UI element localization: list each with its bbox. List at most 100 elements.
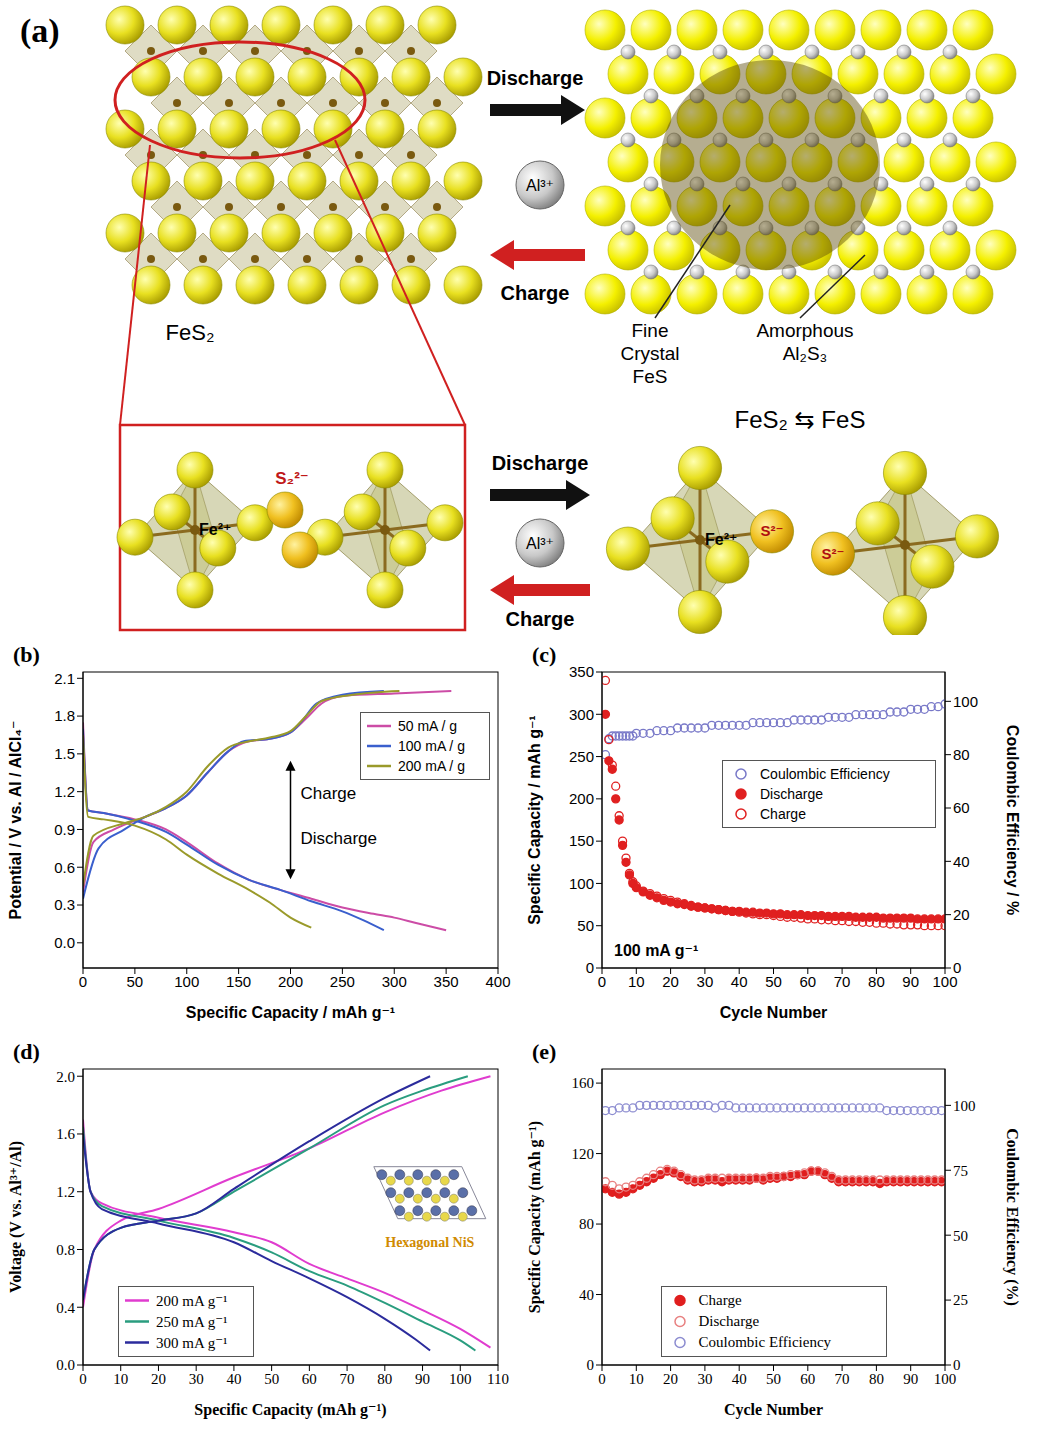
svg-text:S²⁻: S²⁻ bbox=[761, 522, 784, 539]
svg-text:Fine: Fine bbox=[632, 320, 669, 341]
svg-text:25: 25 bbox=[953, 1292, 968, 1308]
svg-text:0.3: 0.3 bbox=[54, 896, 75, 913]
svg-text:200: 200 bbox=[569, 790, 594, 807]
svg-text:Amorphous: Amorphous bbox=[756, 320, 853, 341]
svg-text:Voltage (V vs. Al³⁺/Al): Voltage (V vs. Al³⁺/Al) bbox=[7, 1141, 25, 1293]
svg-text:10: 10 bbox=[628, 973, 645, 990]
svg-text:0: 0 bbox=[953, 1357, 961, 1373]
svg-text:60: 60 bbox=[302, 1371, 317, 1387]
svg-text:1.5: 1.5 bbox=[54, 745, 75, 762]
svg-text:75: 75 bbox=[953, 1163, 968, 1179]
svg-text:1.8: 1.8 bbox=[54, 707, 75, 724]
svg-text:(a): (a) bbox=[20, 12, 60, 50]
svg-text:50: 50 bbox=[765, 973, 782, 990]
svg-text:90: 90 bbox=[903, 1371, 918, 1387]
svg-text:40: 40 bbox=[579, 1287, 594, 1303]
svg-text:FeS₂ ⇆ FeS: FeS₂ ⇆ FeS bbox=[735, 406, 866, 433]
svg-text:0: 0 bbox=[79, 973, 87, 990]
svg-text:90: 90 bbox=[415, 1371, 430, 1387]
svg-text:Discharge: Discharge bbox=[301, 829, 378, 848]
svg-text:0: 0 bbox=[953, 959, 961, 976]
svg-text:300: 300 bbox=[382, 973, 407, 990]
svg-text:Fe²⁺: Fe²⁺ bbox=[199, 521, 231, 538]
svg-text:0: 0 bbox=[79, 1371, 87, 1387]
svg-text:Charge: Charge bbox=[501, 282, 570, 304]
svg-text:50: 50 bbox=[127, 973, 144, 990]
svg-text:50: 50 bbox=[264, 1371, 279, 1387]
svg-text:80: 80 bbox=[868, 973, 885, 990]
svg-text:60: 60 bbox=[799, 973, 816, 990]
svg-text:70: 70 bbox=[340, 1371, 355, 1387]
svg-text:100: 100 bbox=[953, 1098, 976, 1114]
svg-text:Fe²⁺: Fe²⁺ bbox=[705, 531, 737, 548]
svg-text:Charge: Charge bbox=[506, 608, 575, 630]
svg-text:0.0: 0.0 bbox=[54, 934, 75, 951]
svg-text:FeS₂: FeS₂ bbox=[166, 320, 215, 345]
svg-text:20: 20 bbox=[662, 973, 679, 990]
svg-text:10: 10 bbox=[629, 1371, 644, 1387]
svg-text:Cycle Number: Cycle Number bbox=[720, 1004, 828, 1021]
svg-text:50: 50 bbox=[766, 1371, 781, 1387]
svg-text:S²⁻: S²⁻ bbox=[822, 545, 845, 562]
svg-text:150: 150 bbox=[226, 973, 251, 990]
svg-text:Discharge: Discharge bbox=[492, 452, 589, 474]
svg-text:Hexagonal NiS: Hexagonal NiS bbox=[385, 1235, 474, 1250]
svg-text:250: 250 bbox=[569, 748, 594, 765]
svg-text:50: 50 bbox=[953, 1228, 968, 1244]
svg-text:300: 300 bbox=[569, 706, 594, 723]
svg-text:2.0: 2.0 bbox=[56, 1069, 75, 1085]
svg-text:150: 150 bbox=[569, 832, 594, 849]
svg-text:Cycle Number: Cycle Number bbox=[724, 1401, 823, 1419]
svg-text:0.4: 0.4 bbox=[56, 1300, 75, 1316]
svg-text:1.6: 1.6 bbox=[56, 1126, 75, 1142]
svg-text:2.1: 2.1 bbox=[54, 670, 75, 687]
svg-text:Specific Capacity (mAh g⁻¹): Specific Capacity (mAh g⁻¹) bbox=[526, 1121, 544, 1313]
svg-text:80: 80 bbox=[377, 1371, 392, 1387]
svg-text:0: 0 bbox=[587, 1357, 595, 1373]
svg-text:200: 200 bbox=[278, 973, 303, 990]
svg-text:0: 0 bbox=[586, 959, 594, 976]
svg-text:Al³⁺: Al³⁺ bbox=[526, 535, 554, 552]
svg-text:100: 100 bbox=[569, 875, 594, 892]
svg-text:1.2: 1.2 bbox=[56, 1184, 75, 1200]
svg-text:0.9: 0.9 bbox=[54, 821, 75, 838]
svg-text:50: 50 bbox=[577, 917, 594, 934]
svg-text:100 mA g⁻¹: 100 mA g⁻¹ bbox=[614, 942, 698, 959]
svg-text:Crystal: Crystal bbox=[620, 343, 679, 364]
svg-text:40: 40 bbox=[731, 973, 748, 990]
svg-text:0: 0 bbox=[598, 973, 606, 990]
svg-text:10: 10 bbox=[113, 1371, 128, 1387]
svg-text:60: 60 bbox=[953, 799, 970, 816]
svg-text:110: 110 bbox=[487, 1371, 509, 1387]
svg-text:Specific Capacity / mAh g⁻¹: Specific Capacity / mAh g⁻¹ bbox=[186, 1004, 395, 1021]
svg-text:Specific Capacity (mAh g⁻¹): Specific Capacity (mAh g⁻¹) bbox=[194, 1401, 386, 1419]
svg-text:250: 250 bbox=[330, 973, 355, 990]
svg-text:0.0: 0.0 bbox=[56, 1357, 75, 1373]
svg-text:40: 40 bbox=[226, 1371, 241, 1387]
svg-text:350: 350 bbox=[569, 663, 594, 680]
svg-text:400: 400 bbox=[485, 973, 510, 990]
svg-text:FeS: FeS bbox=[633, 366, 668, 387]
svg-text:70: 70 bbox=[834, 973, 851, 990]
svg-text:Discharge: Discharge bbox=[487, 67, 584, 89]
svg-text:20: 20 bbox=[151, 1371, 166, 1387]
svg-text:Potential / V vs. Al / AlCl₄⁻: Potential / V vs. Al / AlCl₄⁻ bbox=[7, 721, 24, 920]
svg-text:0: 0 bbox=[598, 1371, 606, 1387]
svg-text:1.2: 1.2 bbox=[54, 783, 75, 800]
svg-text:30: 30 bbox=[697, 1371, 712, 1387]
svg-text:120: 120 bbox=[572, 1146, 595, 1162]
svg-text:80: 80 bbox=[579, 1216, 594, 1232]
svg-text:Coulombic Efficiency / %: Coulombic Efficiency / % bbox=[1004, 725, 1021, 915]
svg-text:0.6: 0.6 bbox=[54, 859, 75, 876]
svg-text:Al₂S₃: Al₂S₃ bbox=[783, 343, 828, 364]
svg-text:80: 80 bbox=[953, 746, 970, 763]
svg-text:20: 20 bbox=[953, 906, 970, 923]
svg-text:100: 100 bbox=[449, 1371, 472, 1387]
svg-text:0.8: 0.8 bbox=[56, 1242, 75, 1258]
svg-text:Specific Capacity / mAh g⁻¹: Specific Capacity / mAh g⁻¹ bbox=[526, 715, 543, 924]
svg-text:S₂²⁻: S₂²⁻ bbox=[275, 469, 309, 488]
svg-text:70: 70 bbox=[835, 1371, 850, 1387]
svg-text:90: 90 bbox=[902, 973, 919, 990]
svg-text:60: 60 bbox=[800, 1371, 815, 1387]
svg-text:20: 20 bbox=[663, 1371, 678, 1387]
